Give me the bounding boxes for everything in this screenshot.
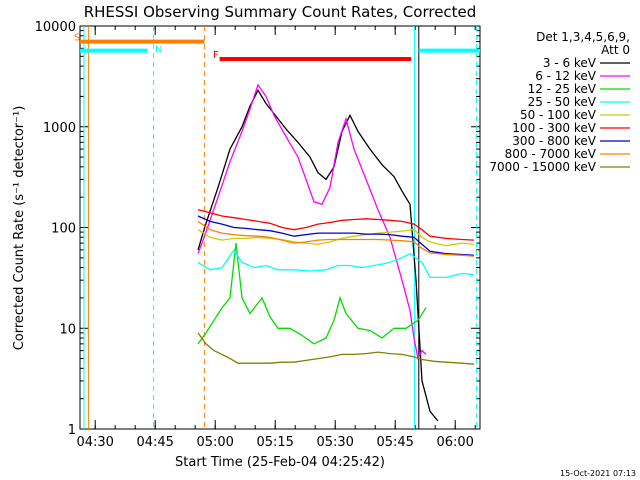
x-tick-label: 04:45	[136, 435, 173, 450]
legend-header-line-1: Det 1,3,4,5,6,9,	[536, 30, 630, 44]
x-tick-label: 05:30	[316, 435, 353, 450]
x-tick-label: 06:00	[436, 435, 473, 450]
legend-label-3: 25 - 50 keV	[528, 95, 597, 109]
legend-label-4: 50 - 100 keV	[520, 108, 597, 122]
y-tick-label: 100	[51, 222, 76, 237]
flag-bars: S N F	[74, 33, 480, 62]
series-line-1	[197, 83, 427, 361]
chart-title: RHESSI Observing Summary Count Rates, Co…	[84, 3, 477, 21]
series-line-4	[197, 229, 475, 247]
series-group	[197, 83, 475, 422]
plot-frame	[79, 25, 481, 430]
flag-label-f: F	[213, 50, 219, 61]
flag-label-n: N	[155, 45, 162, 56]
series-line-5	[197, 209, 475, 241]
legend-label-2: 12 - 25 keV	[528, 82, 597, 96]
legend-label-0: 3 - 6 keV	[543, 56, 597, 70]
legend-label-7: 800 - 7000 keV	[505, 147, 597, 161]
x-tick-label: 04:30	[76, 435, 113, 450]
y-tick-label: 1	[68, 423, 76, 438]
axes-group: 1 10 100 1000 10000 04:30 04:45 05:00 05:15 05:30…	[35, 20, 480, 450]
legend-header-line-2: Att 0	[601, 43, 630, 57]
legend-label-5: 100 - 300 keV	[512, 121, 596, 135]
x-axis-label: Start Time (25-Feb-04 04:25:42)	[175, 455, 385, 470]
y-axis-label: Corrected Count Rate (s⁻¹ detector⁻¹)	[12, 106, 27, 351]
series-line-7	[197, 220, 475, 257]
series-line-3	[197, 248, 475, 279]
flag-label-s: S	[74, 33, 80, 44]
series-line-8	[197, 332, 475, 365]
y-tick-label: 10	[59, 322, 76, 337]
y-tick-label: 10000	[35, 20, 76, 35]
series-line-0	[197, 88, 439, 422]
x-tick-label: 05:15	[256, 435, 293, 450]
x-tick-label: 05:00	[196, 435, 233, 450]
y-tick-label: 1000	[43, 121, 76, 136]
series-line-6	[197, 215, 475, 256]
footer-timestamp: 15-Oct-2021 07:13	[560, 469, 636, 478]
series-line-2	[197, 243, 427, 345]
legend-label-8: 7000 - 15000 keV	[489, 160, 596, 174]
x-tick-label: 05:45	[376, 435, 413, 450]
legend-label-6: 300 - 800 keV	[512, 134, 596, 148]
legend-label-1: 6 - 12 keV	[535, 69, 597, 83]
